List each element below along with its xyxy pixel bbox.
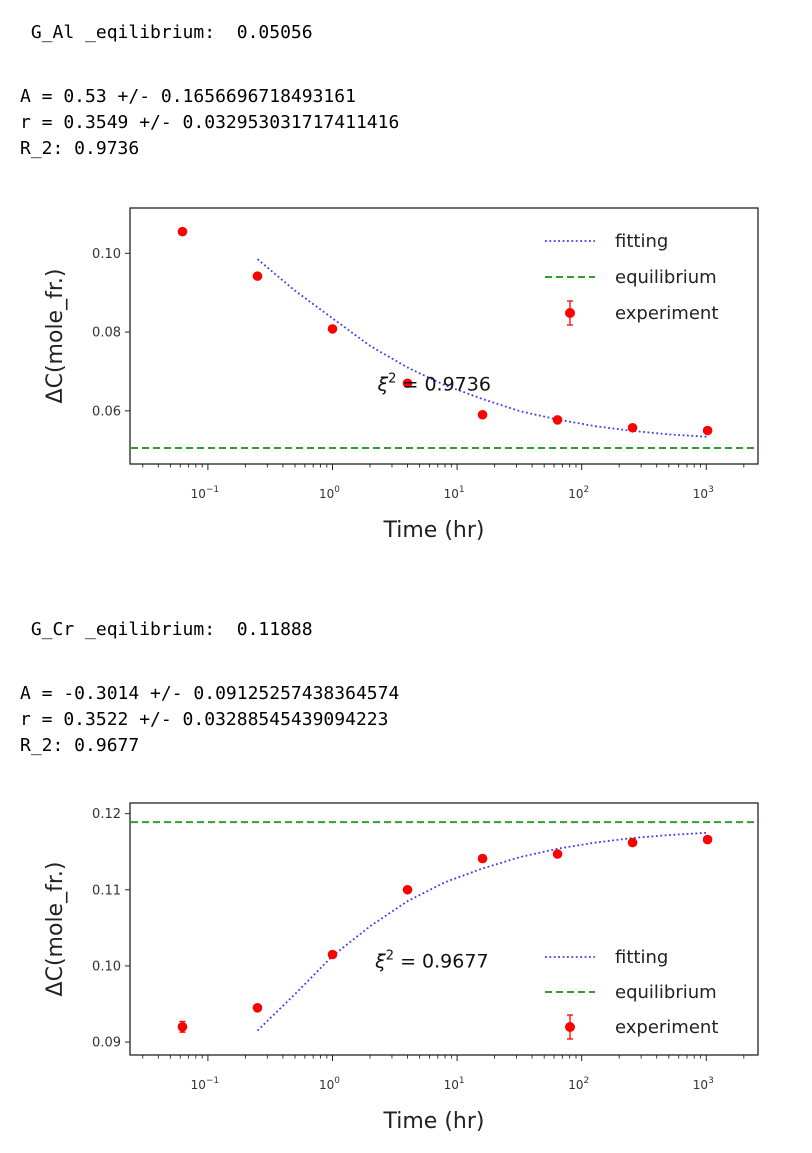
experiment-point (552, 849, 563, 859)
legend-experiment-swatch (565, 1022, 575, 1032)
experiment-point (252, 271, 263, 281)
y-tick-label: 0.12 (92, 807, 121, 822)
output-line-r2-1: R_2: 0.9736 (20, 138, 140, 159)
x-tick-label: 103 (693, 1076, 714, 1092)
x-tick-label: 10−1 (191, 485, 220, 501)
x-tick-label: 102 (568, 1076, 589, 1092)
x-tick-label: 102 (568, 485, 589, 501)
legend-experiment-label: experiment (615, 303, 718, 324)
plot-frame (129, 207, 759, 465)
x-tick-label: 101 (444, 485, 465, 501)
experiment-point (177, 226, 188, 237)
output-line-r-1: r = 0.3549 +/- 0.032953031717411416 (20, 112, 400, 133)
chart-g-cr: 0.09 0.10 0.11 0.12 10−1 100 101 102 103 Time (hr… (43, 802, 759, 1134)
y-tick-label: 0.09 (92, 1036, 121, 1051)
legend: fitting equilibrium experiment (545, 947, 718, 1040)
y-tick-label: 0.08 (92, 326, 121, 341)
chart-g-al: 0.06 0.08 0.10 10−1 100 101 102 103 Time (hr) ΔC(… (43, 207, 759, 543)
y-tick-label: 0.10 (92, 247, 121, 262)
legend-experiment-swatch (565, 308, 575, 318)
legend-equilibrium-label: equilibrium (615, 982, 717, 1003)
legend: fitting equilibrium experiment (545, 231, 718, 326)
legend-equilibrium-label: equilibrium (615, 267, 717, 288)
experiment-point (402, 884, 413, 895)
experiment-point (702, 425, 713, 436)
output-line-r-2: r = 0.3522 +/- 0.03288545439094223 (20, 709, 389, 730)
experiment-point (477, 853, 488, 864)
output-eq-line-1: G_Al _eqilibrium: 0.05056 (20, 22, 313, 43)
experiment-point (552, 415, 563, 425)
legend-fitting-label: fitting (615, 947, 668, 968)
chi-annotation: ξ2 = 0.9736 (377, 371, 491, 395)
x-tick-label: 101 (444, 1076, 465, 1092)
plot-frame (129, 802, 759, 1056)
legend-experiment-label: experiment (615, 1017, 718, 1038)
x-tick-label: 100 (319, 1076, 340, 1092)
legend-fitting-label: fitting (615, 231, 668, 252)
output-line-r2-2: R_2: 0.9677 (20, 735, 140, 756)
y-tick-label: 0.11 (92, 883, 121, 898)
experiment-point (477, 409, 488, 420)
y-tick-label: 0.10 (92, 959, 121, 974)
chi-annotation: ξ2 = 0.9677 (374, 948, 488, 972)
experiment-point (327, 324, 338, 334)
x-axis-label: Time (hr) (383, 518, 485, 543)
y-axis-label: ΔC(mole_fr.) (43, 862, 68, 997)
experiment-point (627, 422, 638, 433)
experiment-point (702, 834, 713, 845)
output-eq-line-2: G_Cr _eqilibrium: 0.11888 (20, 619, 313, 640)
experiment-point (177, 1022, 188, 1032)
y-axis-label: ΔC(mole_fr.) (43, 269, 68, 404)
x-axis-label: Time (hr) (383, 1109, 485, 1134)
experiment-point (402, 378, 413, 389)
output-line-A-1: A = 0.53 +/- 0.1656696718493161 (20, 86, 356, 107)
output-line-A-2: A = -0.3014 +/- 0.09125257438364574 (20, 683, 400, 704)
experiment-point (327, 949, 338, 960)
x-tick-label: 100 (319, 485, 340, 501)
experiment-point (252, 1002, 263, 1013)
experiment-point (627, 837, 638, 848)
x-tick-label: 10−1 (191, 1076, 220, 1092)
x-tick-label: 103 (693, 485, 714, 501)
y-tick-label: 0.06 (92, 404, 121, 419)
